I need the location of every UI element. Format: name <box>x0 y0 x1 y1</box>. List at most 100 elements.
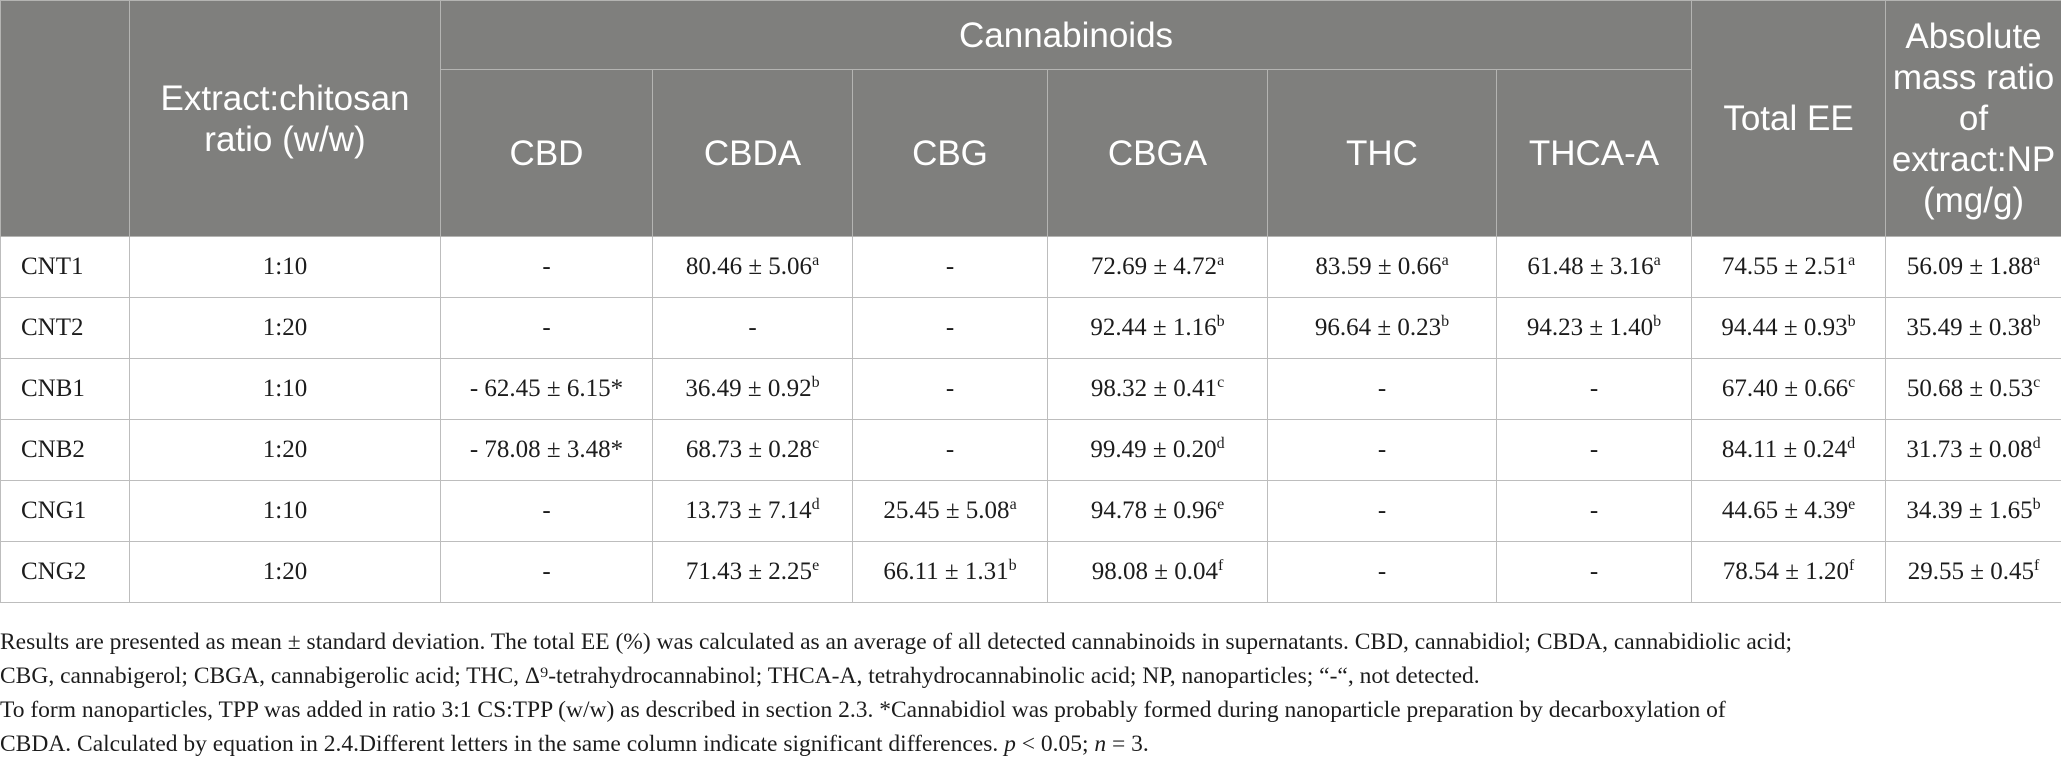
significance-letter: a <box>812 252 820 269</box>
cell-value: 35.49 ± 0.38 <box>1906 314 2033 341</box>
header-cannabinoids-group: Cannabinoids <box>439 0 1693 70</box>
table-cell: 61.48 ± 3.16a <box>1495 236 1693 298</box>
table-cell: 50.68 ± 0.53c <box>1885 358 2061 420</box>
cell-value: - 78.08 ± 3.48* <box>469 436 624 463</box>
significance-letter: a <box>1653 252 1661 269</box>
cell-value: - <box>945 436 955 463</box>
results-table: Extract:chitosan ratio (w/w) Cannabinoid… <box>0 0 2061 603</box>
cell-value: 96.64 ± 0.23 <box>1314 314 1442 341</box>
cell-value: - <box>748 314 757 341</box>
cell-value: - <box>1589 375 1599 402</box>
significance-letter: b <box>2032 313 2041 330</box>
cell-value: - <box>542 314 551 341</box>
row-ratio: 1:20 <box>129 297 441 359</box>
table-row: CNG1 1:10-13.73 ± 7.14d 25.45 ± 5.08a 94.78… <box>0 480 2061 542</box>
results-table-container: Extract:chitosan ratio (w/w) Cannabinoid… <box>0 0 2061 603</box>
cell-value: 25.45 ± 5.08 <box>883 497 1010 524</box>
significance-letter: c <box>812 435 820 452</box>
cell-value: 61.48 ± 3.16 <box>1527 253 1654 280</box>
cell-value: 34.39 ± 1.65 <box>1906 497 2033 524</box>
table-cell: - <box>852 297 1048 359</box>
footnote-n-symbol: n <box>1094 731 1107 757</box>
table-cell: - <box>852 419 1048 481</box>
cell-value: 36.49 ± 0.92 <box>685 375 812 402</box>
row-sample-name: CNG2 <box>0 541 130 603</box>
cell-value: 44.65 ± 4.39 <box>1721 497 1849 524</box>
row-sample-name: CNB2 <box>0 419 130 481</box>
cell-value: 74.55 ± 2.51 <box>1721 253 1849 280</box>
table-cell: 98.32 ± 0.41c <box>1047 358 1268 420</box>
header-ratio: Extract:chitosan ratio (w/w) <box>129 0 441 237</box>
table-cell: 44.65 ± 4.39e <box>1691 480 1887 542</box>
table-cell: - <box>440 236 653 298</box>
table-cell: 25.45 ± 5.08a <box>852 480 1048 542</box>
cell-value: 84.11 ± 0.24 <box>1721 436 1848 463</box>
table-cell: - <box>1495 541 1693 603</box>
cell-value: 94.44 ± 0.93 <box>1721 314 1848 341</box>
table-cell: 35.49 ± 0.38b <box>1885 297 2061 359</box>
cell-value: - <box>1589 436 1599 463</box>
cell-value: - <box>542 253 551 280</box>
cell-value: 50.68 ± 0.53 <box>1906 375 2034 402</box>
row-sample-name: CNT1 <box>0 236 130 298</box>
cell-value: - <box>945 314 955 341</box>
table-cell: 94.23 ± 1.40b <box>1495 297 1693 359</box>
header-total-ee: Total EE <box>1691 0 1887 237</box>
significance-letter: f <box>2033 557 2040 574</box>
table-cell: 94.78 ± 0.96e <box>1047 480 1268 542</box>
table-cell: 92.44 ± 1.16b <box>1047 297 1268 359</box>
row-sample-name: CNB1 <box>0 358 130 420</box>
table-cell: 99.49 ± 0.20d <box>1047 419 1268 481</box>
table-row: CNG2 1:20-71.43 ± 2.25e 66.11 ± 1.31b 98.08… <box>0 541 2061 603</box>
table-cell: - <box>1495 358 1693 420</box>
footnote-line: CBG, cannabigerol; CBGA, cannabigerolic … <box>0 663 1480 689</box>
cell-value: 94.23 ± 1.40 <box>1526 314 1654 341</box>
table-cell: 67.40 ± 0.66c <box>1691 358 1887 420</box>
table-cell: 78.54 ± 1.20f <box>1691 541 1887 603</box>
cell-value: - <box>542 497 551 524</box>
cell-value: 13.73 ± 7.14 <box>685 497 812 524</box>
cell-value: 56.09 ± 1.88 <box>1906 253 2034 280</box>
table-cell: - <box>1267 480 1497 542</box>
table-cell: 74.55 ± 2.51a <box>1691 236 1887 298</box>
cell-value: 67.40 ± 0.66 <box>1721 375 1849 402</box>
cell-value: 31.73 ± 0.08 <box>1906 436 2033 463</box>
significance-letter: d <box>1216 435 1225 452</box>
table-cell: 84.11 ± 0.24d <box>1691 419 1887 481</box>
footnote-text: CBDA. Calculated by equation in 2.4.Diff… <box>0 731 1005 757</box>
cell-value: 78.54 ± 1.20 <box>1722 558 1849 585</box>
table-cell: 96.64 ± 0.23b <box>1267 297 1497 359</box>
table-cell: - <box>852 236 1048 298</box>
table-cell: - <box>1495 480 1693 542</box>
header-thca-a: THCA-A <box>1495 69 1693 237</box>
table-cell: - <box>440 541 653 603</box>
table-cell: - <box>440 297 653 359</box>
cell-value: 94.78 ± 0.96 <box>1090 497 1218 524</box>
footnote-p-symbol: p <box>1004 731 1016 757</box>
significance-letter: d <box>811 496 820 513</box>
table-cell: - <box>852 358 1048 420</box>
cell-value: 71.43 ± 2.25 <box>685 558 813 585</box>
significance-letter: a <box>1848 252 1856 269</box>
significance-letter: b <box>811 374 820 391</box>
footnote-line: CBDA. Calculated by equation in 2.4.Diff… <box>0 727 2050 761</box>
table-row: CNB2 1:20 - 78.08 ± 3.48* 68.73 ± 0.28c - 99.… <box>0 419 2061 481</box>
significance-letter: a <box>1217 252 1225 269</box>
table-cell: - <box>1267 541 1497 603</box>
table-cell: - <box>1495 419 1693 481</box>
significance-letter: b <box>1441 313 1450 330</box>
cell-value: - <box>945 375 955 402</box>
header-blank <box>0 0 130 237</box>
significance-letter: b <box>1653 313 1662 330</box>
table-row: CNT2 1:20- - -92.44 ± 1.16b 96.64 ± 0.23b 94.… <box>0 297 2061 359</box>
cell-value: 80.46 ± 5.06 <box>685 253 813 280</box>
cell-value: - <box>1377 436 1387 463</box>
cell-value: 68.73 ± 0.28 <box>685 436 813 463</box>
cell-value: 92.44 ± 1.16 <box>1090 314 1217 341</box>
table-cell: 36.49 ± 0.92b <box>652 358 853 420</box>
significance-letter: d <box>1847 435 1856 452</box>
row-sample-name: CNG1 <box>0 480 130 542</box>
table-cell: 68.73 ± 0.28c <box>652 419 853 481</box>
significance-letter: c <box>2033 374 2041 391</box>
cell-value: 98.32 ± 0.41 <box>1090 375 1218 402</box>
